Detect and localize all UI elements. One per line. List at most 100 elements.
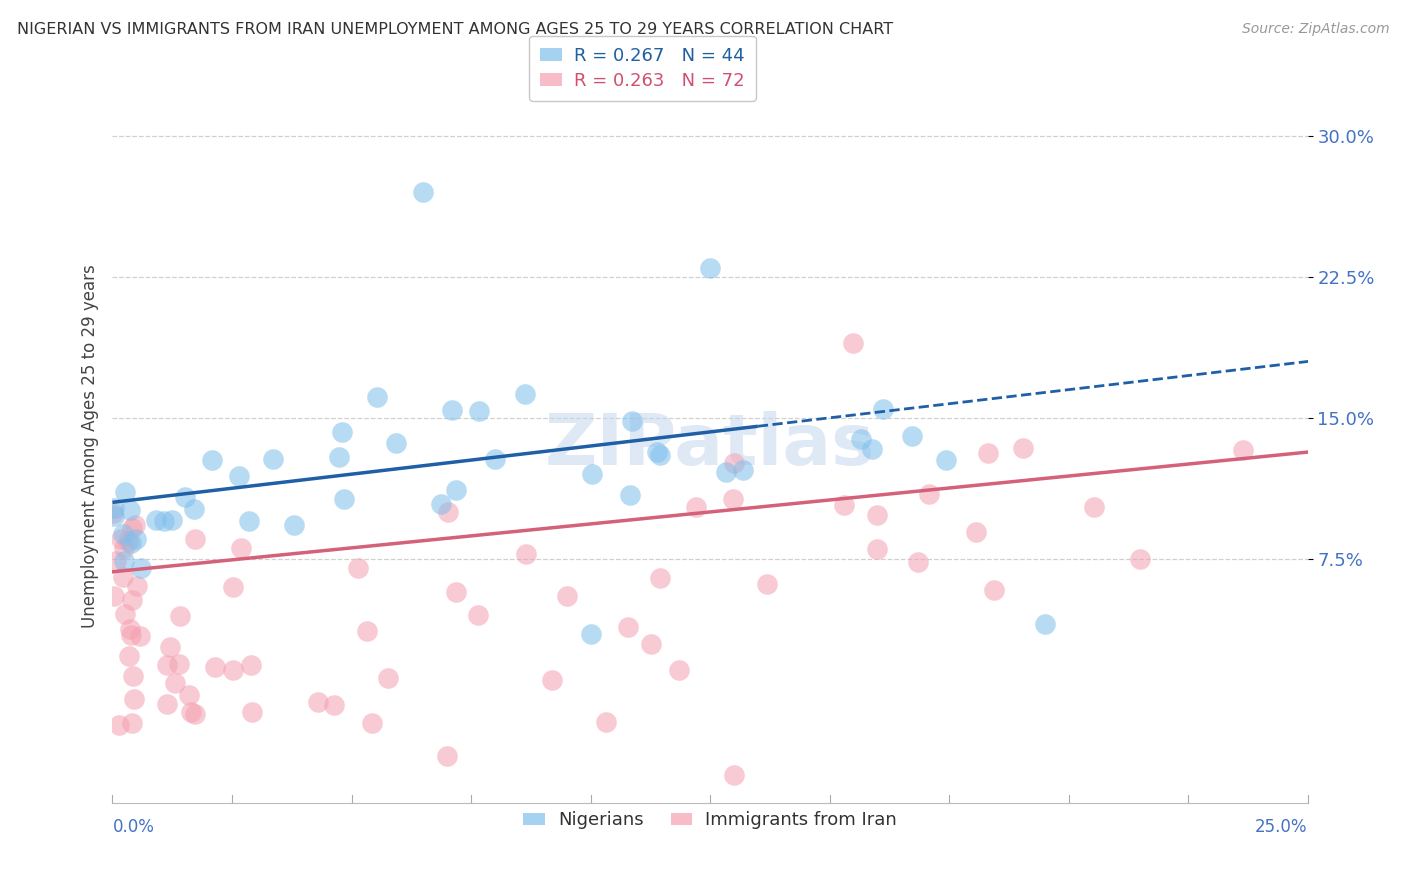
Point bbox=[183, 502, 205, 516]
Point bbox=[165, 675, 187, 690]
Point bbox=[112, 541, 135, 556]
Text: Source: ZipAtlas.com: Source: ZipAtlas.com bbox=[1241, 22, 1389, 37]
Point bbox=[723, 767, 745, 781]
Point bbox=[640, 637, 662, 651]
Point bbox=[983, 583, 1005, 598]
Point bbox=[114, 607, 136, 622]
Point bbox=[384, 436, 406, 450]
Point bbox=[121, 593, 143, 607]
Point bbox=[484, 452, 506, 467]
Point bbox=[124, 517, 146, 532]
Point bbox=[965, 525, 987, 540]
Point bbox=[169, 657, 191, 671]
Point bbox=[645, 445, 668, 459]
Point bbox=[117, 649, 139, 664]
Point bbox=[118, 622, 141, 636]
Point bbox=[440, 402, 463, 417]
Point bbox=[238, 514, 260, 528]
Point bbox=[620, 414, 643, 428]
Point bbox=[108, 718, 131, 732]
Point bbox=[581, 467, 603, 481]
Point bbox=[436, 748, 458, 763]
Point bbox=[444, 584, 467, 599]
Point bbox=[110, 533, 132, 547]
Point bbox=[541, 673, 564, 688]
Text: 25.0%: 25.0% bbox=[1256, 818, 1308, 836]
Point bbox=[716, 465, 738, 479]
Point bbox=[239, 657, 262, 672]
Point bbox=[229, 541, 252, 555]
Text: ZIPatlas: ZIPatlas bbox=[546, 411, 875, 481]
Point bbox=[366, 390, 388, 404]
Point bbox=[555, 589, 578, 603]
Point bbox=[515, 387, 537, 401]
Point bbox=[648, 448, 671, 462]
Point bbox=[619, 488, 641, 502]
Point bbox=[283, 518, 305, 533]
Point bbox=[866, 508, 889, 522]
Point bbox=[900, 429, 922, 443]
Point bbox=[731, 463, 754, 477]
Point bbox=[333, 491, 356, 506]
Y-axis label: Unemployment Among Ages 25 to 29 years: Unemployment Among Ages 25 to 29 years bbox=[80, 264, 98, 628]
Point bbox=[118, 503, 141, 517]
Point bbox=[977, 446, 1000, 460]
Point bbox=[184, 532, 207, 546]
Point bbox=[412, 186, 434, 200]
Point bbox=[117, 533, 139, 548]
Point bbox=[221, 580, 243, 594]
Point bbox=[860, 442, 883, 456]
Point bbox=[129, 561, 152, 575]
Point bbox=[183, 706, 205, 721]
Point bbox=[103, 589, 125, 603]
Point bbox=[346, 560, 368, 574]
Point bbox=[917, 487, 939, 501]
Point bbox=[145, 513, 167, 527]
Point bbox=[330, 425, 353, 439]
Point bbox=[112, 570, 135, 584]
Point bbox=[262, 451, 284, 466]
Point bbox=[156, 657, 179, 672]
Point bbox=[103, 500, 125, 515]
Point bbox=[579, 627, 602, 641]
Point bbox=[866, 542, 889, 557]
Point bbox=[907, 556, 929, 570]
Point bbox=[307, 695, 329, 709]
Point bbox=[1012, 441, 1035, 455]
Point bbox=[152, 514, 174, 528]
Point bbox=[125, 532, 148, 546]
Point bbox=[174, 490, 197, 504]
Point bbox=[228, 469, 250, 483]
Point bbox=[328, 450, 350, 465]
Legend: Nigerians, Immigrants from Iran: Nigerians, Immigrants from Iran bbox=[516, 805, 904, 837]
Point bbox=[617, 620, 640, 634]
Point bbox=[177, 688, 200, 702]
Point bbox=[468, 403, 491, 417]
Text: 0.0%: 0.0% bbox=[112, 818, 155, 836]
Point bbox=[111, 527, 134, 541]
Point bbox=[121, 715, 143, 730]
Point bbox=[204, 659, 226, 673]
Point bbox=[114, 553, 136, 567]
Point bbox=[160, 513, 183, 527]
Point bbox=[648, 571, 671, 585]
Point bbox=[685, 500, 707, 514]
Point bbox=[240, 705, 263, 719]
Point bbox=[832, 498, 855, 512]
Point bbox=[1232, 442, 1254, 457]
Point bbox=[120, 628, 142, 642]
Point bbox=[114, 485, 136, 500]
Text: NIGERIAN VS IMMIGRANTS FROM IRAN UNEMPLOYMENT AMONG AGES 25 TO 29 YEARS CORRELAT: NIGERIAN VS IMMIGRANTS FROM IRAN UNEMPLO… bbox=[17, 22, 893, 37]
Point bbox=[169, 608, 191, 623]
Point bbox=[105, 554, 128, 568]
Point bbox=[1033, 617, 1056, 632]
Point bbox=[872, 401, 894, 416]
Point bbox=[120, 535, 142, 549]
Point bbox=[430, 497, 453, 511]
Point bbox=[356, 624, 378, 638]
Point bbox=[103, 506, 125, 520]
Point bbox=[935, 453, 957, 467]
Point bbox=[446, 483, 468, 498]
Point bbox=[222, 663, 245, 677]
Point bbox=[122, 668, 145, 682]
